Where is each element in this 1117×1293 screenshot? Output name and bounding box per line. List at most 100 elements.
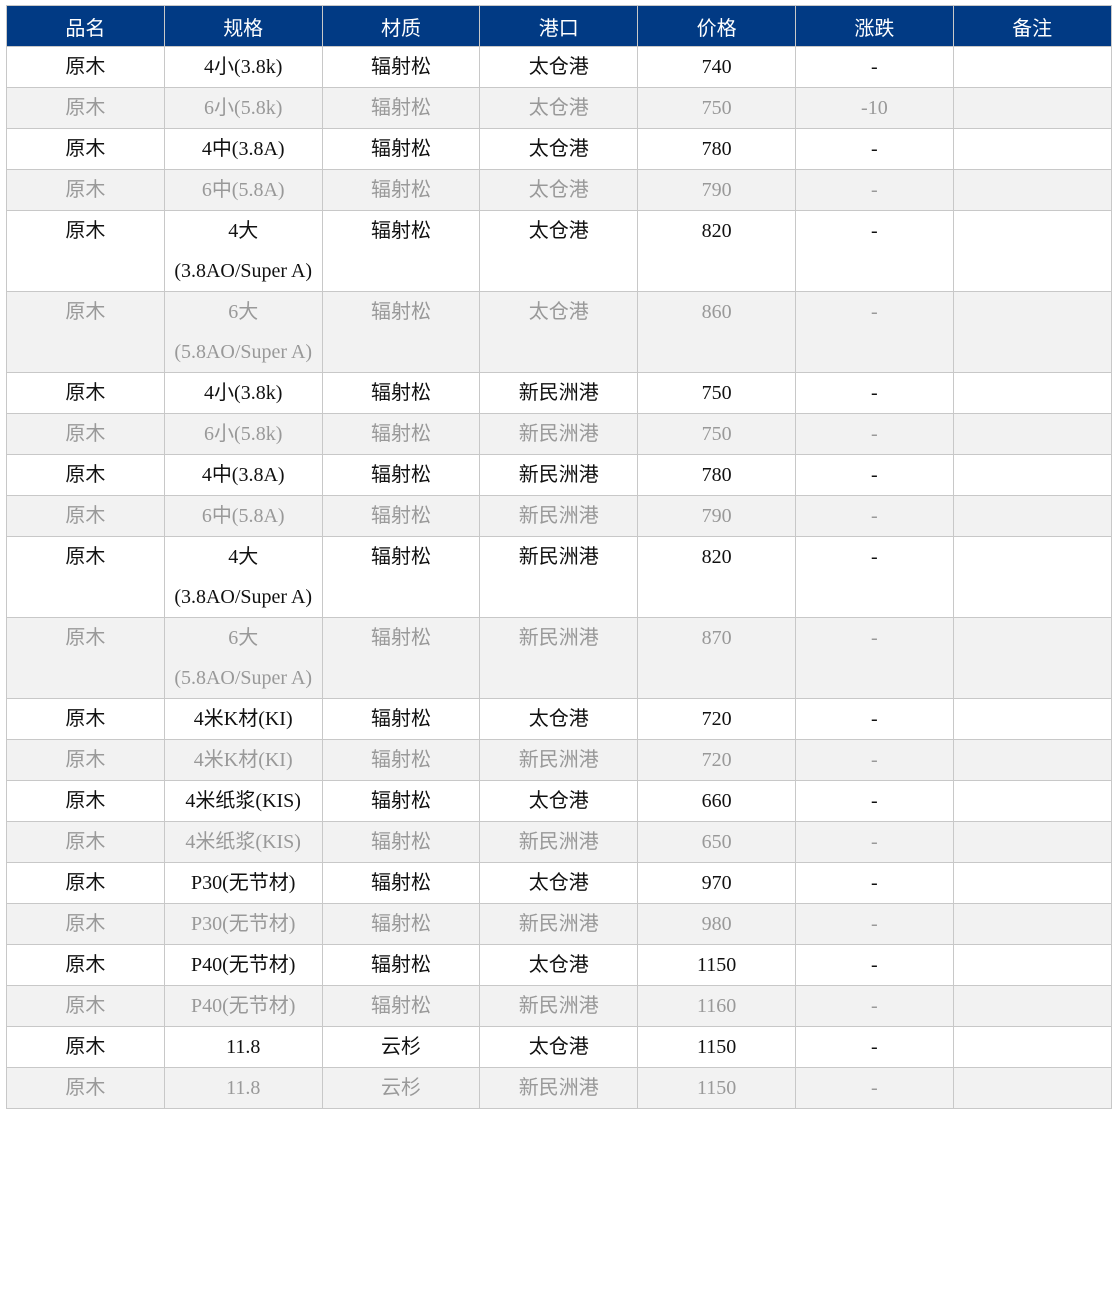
cell-name: 原木 [6, 903, 165, 945]
cell-material: 辐射松 [321, 169, 481, 211]
header-port: 港口 [479, 5, 639, 47]
table-row: 原木 6小(5.8k) 辐射松 新民洲港 750- [6, 413, 1112, 455]
cell-note [952, 1026, 1112, 1068]
cell-port: 太仓港 [479, 780, 639, 822]
cell-note [952, 495, 1112, 537]
cell-port: 新民洲港 [479, 739, 639, 781]
cell-name: 原木 [6, 944, 165, 986]
cell-name: 原木 [6, 821, 165, 863]
table-row: 原木 4小(3.8k) 辐射松 新民洲港 750- [6, 372, 1112, 414]
cell-note [952, 1067, 1112, 1109]
table-row: 原木 6中(5.8A) 辐射松 太仓港 790- [6, 169, 1112, 211]
cell-price: 1160 [637, 985, 796, 1027]
cell-material: 辐射松 [321, 739, 481, 781]
header-note: 备注 [952, 5, 1112, 47]
cell-spec: 4米纸浆(KIS) [163, 780, 323, 822]
cell-material: 辐射松 [321, 862, 481, 904]
table-row: 原木 4大(3.8AO/Super A) 辐射松 太仓港 820- [6, 210, 1112, 292]
cell-price: 780 [637, 128, 796, 170]
cell-port: 新民洲港 [479, 1067, 639, 1109]
cell-material: 辐射松 [321, 698, 481, 740]
cell-spec: 4小(3.8k) [163, 46, 323, 88]
cell-change: - [794, 413, 954, 455]
cell-name: 原木 [6, 739, 165, 781]
cell-change: - [794, 536, 954, 618]
cell-change: -10 [794, 87, 954, 129]
cell-price: 750 [637, 87, 796, 129]
header-spec: 规格 [163, 5, 323, 47]
cell-spec: 6大(5.8AO/Super A) [163, 291, 323, 373]
cell-port: 太仓港 [479, 862, 639, 904]
cell-change: - [794, 780, 954, 822]
cell-price: 1150 [637, 1026, 796, 1068]
cell-material: 辐射松 [321, 903, 481, 945]
cell-spec: P30(无节材) [163, 903, 323, 945]
cell-name: 原木 [6, 87, 165, 129]
cell-name: 原木 [6, 1026, 165, 1068]
cell-spec: 6小(5.8k) [163, 413, 323, 455]
cell-material: 辐射松 [321, 985, 481, 1027]
table-row: 原木 P30(无节材) 辐射松 新民洲港 980- [6, 903, 1112, 945]
cell-price: 970 [637, 862, 796, 904]
cell-price: 870 [637, 617, 796, 699]
cell-change: - [794, 821, 954, 863]
cell-note [952, 780, 1112, 822]
cell-note [952, 944, 1112, 986]
cell-port: 太仓港 [479, 944, 639, 986]
cell-port: 新民洲港 [479, 413, 639, 455]
cell-material: 辐射松 [321, 944, 481, 986]
cell-port: 太仓港 [479, 291, 639, 373]
cell-spec: P40(无节材) [163, 944, 323, 986]
cell-price: 650 [637, 821, 796, 863]
cell-change: - [794, 495, 954, 537]
cell-price: 740 [637, 46, 796, 88]
cell-spec: P40(无节材) [163, 985, 323, 1027]
cell-name: 原木 [6, 780, 165, 822]
table-row: 原木 6中(5.8A) 辐射松 新民洲港 790- [6, 495, 1112, 537]
cell-port: 新民洲港 [479, 985, 639, 1027]
cell-price: 820 [637, 210, 796, 292]
cell-material: 辐射松 [321, 454, 481, 496]
cell-port: 太仓港 [479, 87, 639, 129]
cell-port: 新民洲港 [479, 536, 639, 618]
cell-port: 太仓港 [479, 169, 639, 211]
cell-port: 新民洲港 [479, 372, 639, 414]
table-row: 原木 4米纸浆(KIS) 辐射松 太仓港 660- [6, 780, 1112, 822]
cell-spec: 6中(5.8A) [163, 169, 323, 211]
table-row: 原木 4小(3.8k) 辐射松 太仓港 740- [6, 46, 1112, 88]
cell-port: 太仓港 [479, 210, 639, 292]
table-row: 原木 6小(5.8k) 辐射松 太仓港 750 -10 [6, 87, 1112, 129]
cell-note [952, 210, 1112, 292]
header-price: 价格 [637, 5, 796, 47]
cell-change: - [794, 1026, 954, 1068]
cell-note [952, 698, 1112, 740]
cell-note [952, 985, 1112, 1027]
cell-name: 原木 [6, 291, 165, 373]
cell-name: 原木 [6, 372, 165, 414]
cell-note [952, 372, 1112, 414]
table-row: 原木 11.8 云杉 新民洲港 1150- [6, 1067, 1112, 1109]
cell-price: 790 [637, 169, 796, 211]
cell-material: 辐射松 [321, 210, 481, 292]
cell-note [952, 291, 1112, 373]
cell-spec: 4米K材(KI) [163, 698, 323, 740]
cell-spec: 6中(5.8A) [163, 495, 323, 537]
price-table: 品名 规格 材质 港口 价格 涨跌 备注 原木 4小(3.8k) 辐射松 太仓港 740- 原木 6小(… [6, 5, 1112, 1109]
cell-change: - [794, 210, 954, 292]
cell-spec: 4米K材(KI) [163, 739, 323, 781]
header-row: 品名 规格 材质 港口 价格 涨跌 备注 [6, 5, 1112, 47]
cell-note [952, 862, 1112, 904]
cell-price: 720 [637, 739, 796, 781]
cell-spec: P30(无节材) [163, 862, 323, 904]
cell-note [952, 413, 1112, 455]
cell-spec: 4大(3.8AO/Super A) [163, 536, 323, 618]
cell-price: 790 [637, 495, 796, 537]
cell-spec: 6小(5.8k) [163, 87, 323, 129]
cell-price: 820 [637, 536, 796, 618]
cell-change: - [794, 985, 954, 1027]
cell-change: - [794, 862, 954, 904]
cell-change: - [794, 617, 954, 699]
cell-price: 1150 [637, 1067, 796, 1109]
cell-change: - [794, 46, 954, 88]
cell-note [952, 617, 1112, 699]
